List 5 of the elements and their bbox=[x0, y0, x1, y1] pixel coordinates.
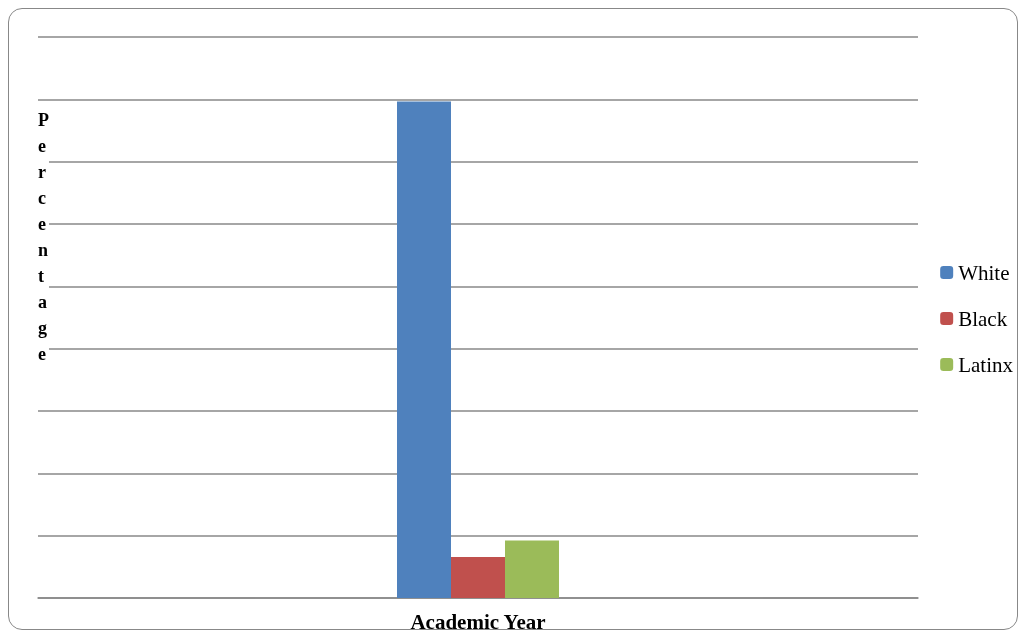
text: Percentage bbox=[38, 110, 49, 364]
legend-label: White bbox=[958, 260, 1010, 285]
legend-label: Black bbox=[958, 306, 1008, 331]
x-axis-title: Academic Year bbox=[410, 609, 546, 634]
legend-label: Latinx bbox=[958, 352, 1014, 377]
